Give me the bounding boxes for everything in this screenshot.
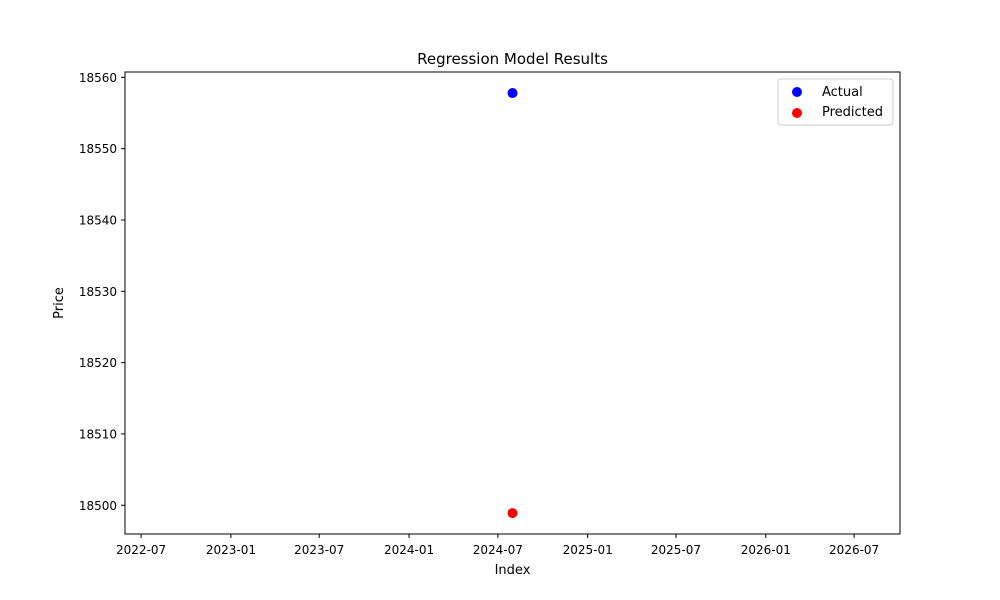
x-tick-label: 2022-07 — [116, 543, 166, 557]
data-point-actual — [507, 88, 518, 99]
chart-title: Regression Model Results — [417, 50, 608, 68]
x-tick-label: 2024-07 — [473, 543, 523, 557]
legend: Actual Predicted — [777, 78, 894, 126]
x-axis: 2022-07 2023-01 2023-07 2024-01 2024-07 2025-… — [116, 534, 879, 557]
x-tick-label: 2024-01 — [384, 543, 434, 557]
y-axis: 18500 18510 18520 18530 18540 18550 18560 — [79, 71, 125, 513]
y-tick-label: 18520 — [79, 356, 117, 370]
x-axis-label: Index — [495, 563, 531, 578]
legend-label-predicted: Predicted — [822, 105, 883, 120]
y-tick-label: 18530 — [79, 285, 117, 299]
y-tick-label: 18510 — [79, 427, 117, 441]
y-tick-label: 18500 — [79, 499, 117, 513]
x-tick-label: 2025-01 — [563, 543, 613, 557]
x-tick-label: 2025-07 — [651, 543, 701, 557]
legend-marker-actual — [792, 87, 802, 97]
x-tick-label: 2026-01 — [741, 543, 791, 557]
plot-frame — [124, 71, 901, 535]
y-axis-label: Price — [52, 287, 67, 319]
x-tick-label: 2026-07 — [829, 543, 879, 557]
y-tick-label: 18550 — [79, 142, 117, 156]
legend-marker-predicted — [792, 108, 802, 118]
plot-points — [507, 88, 518, 519]
legend-box — [777, 78, 894, 126]
y-tick-label: 18560 — [79, 71, 117, 85]
y-tick-label: 18540 — [79, 213, 117, 227]
data-point-predicted — [507, 508, 518, 519]
x-tick-label: 2023-01 — [206, 543, 256, 557]
x-tick-label: 2023-07 — [294, 543, 344, 557]
legend-label-actual: Actual — [822, 85, 863, 100]
